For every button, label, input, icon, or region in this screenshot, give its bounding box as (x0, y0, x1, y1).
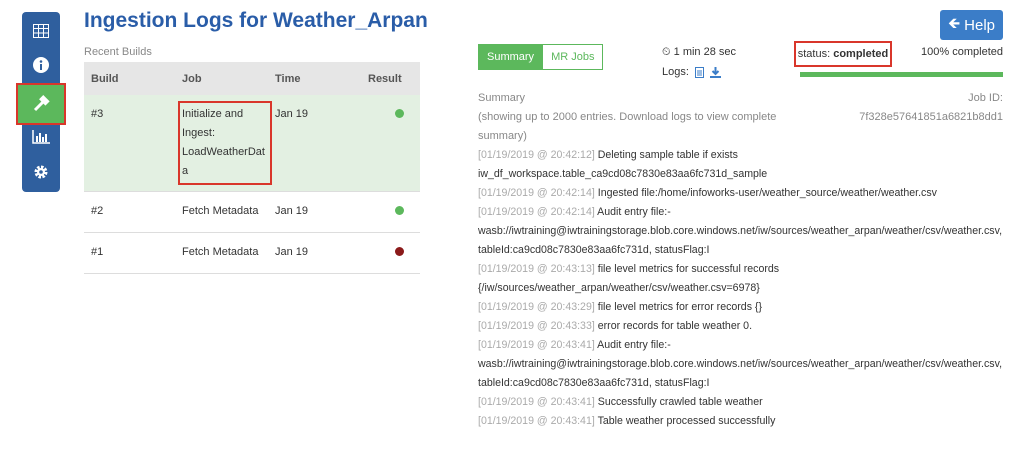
help-label: Help (964, 16, 996, 34)
help-icon: 🡸 (947, 14, 961, 32)
log-entries: [01/19/2019 @ 20:42:12] Deleting sample … (478, 146, 1018, 431)
build-row[interactable]: #3 Initialize and Ingest: LoadWeatherDat… (84, 95, 420, 192)
nav-builds[interactable] (16, 83, 66, 125)
log-entry: [01/19/2019 @ 20:43:33] error records fo… (478, 317, 1018, 336)
nav-info[interactable] (22, 48, 60, 82)
logs: Logs: (662, 66, 721, 78)
log-entry: [01/19/2019 @ 20:43:13] file level metri… (478, 260, 1018, 298)
log-heading: Summary (478, 92, 526, 104)
result-cell (361, 232, 420, 274)
nav-stats[interactable] (22, 120, 60, 154)
log-time: [01/19/2019 @ 20:43:41] (478, 339, 595, 351)
page-title: Ingestion Logs for Weather_Arpan (84, 9, 428, 32)
job-name: Fetch Metadata (175, 232, 268, 274)
build-id: #3 (84, 95, 175, 192)
download-log-icon[interactable] (709, 66, 721, 78)
sidebar (16, 12, 66, 192)
log-entry: [01/19/2019 @ 20:43:41] Audit entry file… (478, 336, 1018, 393)
progress-bar (800, 72, 1003, 77)
column-header: Build (84, 62, 175, 95)
nav-settings[interactable] (22, 155, 60, 189)
log-message: error records for table weather 0. (597, 320, 753, 332)
log-message: Deleting sample table if exists iw_df_wo… (478, 149, 768, 180)
log-entry: [01/19/2019 @ 20:42:14] Ingested file:/h… (478, 184, 1018, 203)
column-header: Result (361, 62, 420, 95)
log-message: Audit entry file:-wasb://iwtraining@iwtr… (478, 339, 1003, 389)
result-cell (361, 191, 420, 233)
log-entry: [01/19/2019 @ 20:42:14] Audit entry file… (478, 203, 1018, 260)
log-message: file level metrics for successful record… (478, 263, 780, 294)
header-row: Build Job Time Result (84, 62, 420, 95)
log-time: [01/19/2019 @ 20:42:14] (478, 187, 595, 199)
job-id: 7f328e57641851a6821b8dd1 (859, 111, 1003, 123)
log-message: Successfully crawled table weather (597, 396, 763, 408)
log-entry: [01/19/2019 @ 20:43:41] Successfully cra… (478, 393, 1018, 412)
log-time: [01/19/2019 @ 20:43:33] (478, 320, 595, 332)
column-header: Time (268, 62, 361, 95)
log-message: file level metrics for error records {} (597, 301, 763, 313)
result-dot (395, 247, 404, 256)
progress-label: 100% completed (921, 46, 1003, 58)
log-time: [01/19/2019 @ 20:43:13] (478, 263, 595, 275)
tabs: Summary MR Jobs (478, 44, 604, 70)
view-log-icon[interactable] (694, 66, 704, 78)
help-button[interactable]: 🡸 Help (940, 10, 1003, 40)
tab-summary[interactable]: Summary (478, 44, 544, 70)
log-time: [01/19/2019 @ 20:43:41] (478, 396, 595, 408)
log-message: Table weather processed successfully (597, 415, 776, 427)
log-time: [01/19/2019 @ 20:42:14] (478, 206, 595, 218)
build-time: Jan 19 (268, 95, 361, 192)
status-label: status: (797, 48, 831, 60)
log-entry: [01/19/2019 @ 20:42:12] Deleting sample … (478, 146, 1018, 184)
build-id: #2 (84, 191, 175, 233)
job-name: Fetch Metadata (175, 191, 268, 233)
job-name: Initialize and Ingest: LoadWeatherData (178, 101, 272, 185)
log-entry: [01/19/2019 @ 20:43:29] file level metri… (478, 298, 1018, 317)
log-summary-block: Summary (showing up to 2000 entries. Dow… (478, 89, 788, 146)
job-id-block: Job ID: 7f328e57641851a6821b8dd1 (859, 89, 1003, 146)
duration: ⏲ 1 min 28 sec (662, 46, 736, 59)
duration-text: 1 min 28 sec (673, 46, 737, 58)
result-cell (361, 95, 420, 192)
status-value: completed (833, 48, 889, 60)
log-message: Ingested file:/home/infoworks-user/weath… (597, 187, 937, 199)
builds-table: Build Job Time Result #3 Initialize and … (84, 62, 420, 274)
job-cell: Initialize and Ingest: LoadWeatherData (175, 95, 272, 192)
log-header: Summary (showing up to 2000 entries. Dow… (478, 89, 1003, 146)
build-id: #1 (84, 232, 175, 274)
status: status: completed (794, 41, 892, 67)
build-time: Jan 19 (268, 232, 361, 274)
log-time: [01/19/2019 @ 20:43:41] (478, 415, 595, 427)
log-entry: [01/19/2019 @ 20:43:41] Table weather pr… (478, 412, 1018, 431)
log-note: (showing up to 2000 entries. Download lo… (478, 111, 777, 142)
log-time: [01/19/2019 @ 20:42:12] (478, 149, 595, 161)
build-row[interactable]: #2 Fetch Metadata Jan 19 (84, 191, 420, 233)
tab-mr-jobs[interactable]: MR Jobs (543, 44, 604, 70)
result-dot (395, 109, 404, 118)
progress-fill (800, 72, 1003, 77)
log-message: Audit entry file:-wasb://iwtraining@iwtr… (478, 206, 1003, 256)
clock-icon: ⏲ (662, 46, 674, 58)
job-id-label: Job ID: (968, 92, 1003, 104)
column-header: Job (175, 62, 268, 95)
build-time: Jan 19 (268, 191, 361, 233)
result-dot (395, 206, 404, 215)
nav-tables[interactable] (22, 14, 60, 48)
log-time: [01/19/2019 @ 20:43:29] (478, 301, 595, 313)
logs-label: Logs: (662, 66, 689, 78)
build-row[interactable]: #1 Fetch Metadata Jan 19 (84, 232, 420, 274)
builds-caption: Recent Builds (84, 46, 152, 58)
